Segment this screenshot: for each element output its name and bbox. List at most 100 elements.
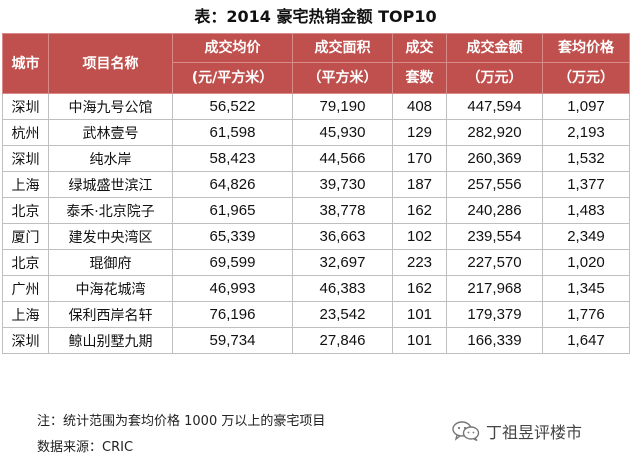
cell-project: 武林壹号 (48, 119, 173, 146)
cell-area: 36,663 (292, 223, 393, 250)
cell-project: 泰禾·北京院子 (48, 197, 173, 224)
cell-amount: 166,339 (446, 327, 543, 354)
cell-project: 中海九号公馆 (48, 93, 173, 120)
cell-city: 上海 (2, 171, 49, 198)
cell-unit-price: 1,483 (542, 197, 630, 224)
cell-city: 深圳 (2, 93, 49, 120)
table-body: 深圳 中海九号公馆 56,522 79,190 408 447,594 1,097 杭州 武林壹… (2, 93, 630, 354)
header-area-unit: （平方米） (292, 62, 393, 94)
header-amount-unit: （万元） (446, 62, 543, 94)
cell-amount: 240,286 (446, 197, 543, 224)
cell-avg-price: 65,339 (172, 223, 293, 250)
cell-avg-price: 46,993 (172, 275, 293, 302)
cell-unit-price: 2,193 (542, 119, 630, 146)
cell-amount: 239,554 (446, 223, 543, 250)
cell-project: 琨御府 (48, 249, 173, 276)
cell-units: 101 (392, 301, 447, 328)
cell-amount: 282,920 (446, 119, 543, 146)
header-units-line2: 套数 (392, 62, 447, 94)
cell-avg-price: 76,196 (172, 301, 293, 328)
cell-amount: 447,594 (446, 93, 543, 120)
table-row: 深圳 纯水岸 58,423 44,566 170 260,369 1,532 (2, 145, 630, 172)
table-row: 杭州 武林壹号 61,598 45,930 129 282,920 2,193 (2, 119, 630, 146)
header-unit-price-unit: （万元） (542, 62, 630, 94)
cell-units: 101 (392, 327, 447, 354)
wechat-icon (452, 421, 480, 442)
cell-project: 鲸山别墅九期 (48, 327, 173, 354)
cell-amount: 217,968 (446, 275, 543, 302)
cell-area: 79,190 (292, 93, 393, 120)
header-avg-price: 成交均价 (172, 33, 293, 63)
cell-area: 45,930 (292, 119, 393, 146)
table-row: 上海 绿城盛世滨江 64,826 39,730 187 257,556 1,377 (2, 171, 630, 198)
cell-avg-price: 64,826 (172, 171, 293, 198)
header-units: 成交 (392, 33, 447, 63)
cell-city: 北京 (2, 249, 49, 276)
table-row: 上海 保利西岸名轩 76,196 23,542 101 179,379 1,776 (2, 301, 630, 328)
cell-amount: 257,556 (446, 171, 543, 198)
cell-units: 170 (392, 145, 447, 172)
cell-avg-price: 69,599 (172, 249, 293, 276)
page-title: 表：2014 豪宅热销金额 TOP10 (194, 7, 437, 26)
cell-project: 中海花城湾 (48, 275, 173, 302)
cell-city: 深圳 (2, 145, 49, 172)
cell-area: 27,846 (292, 327, 393, 354)
cell-amount: 227,570 (446, 249, 543, 276)
cell-area: 39,730 (292, 171, 393, 198)
cell-project: 保利西岸名轩 (48, 301, 173, 328)
cell-city: 杭州 (2, 119, 49, 146)
cell-unit-price: 1,020 (542, 249, 630, 276)
cell-project: 建发中央湾区 (48, 223, 173, 250)
footnote: 注：统计范围为套均价格 1000 万以上的豪宅项目 (37, 414, 326, 429)
watermark-text: 丁祖昱评楼市 (486, 423, 583, 442)
cell-area: 46,383 (292, 275, 393, 302)
cell-avg-price: 56,522 (172, 93, 293, 120)
cell-units: 102 (392, 223, 447, 250)
cell-units: 408 (392, 93, 447, 120)
header-unit-price: 套均价格 (542, 33, 630, 63)
cell-units: 223 (392, 249, 447, 276)
cell-city: 深圳 (2, 327, 49, 354)
cell-avg-price: 61,598 (172, 119, 293, 146)
data-source: 数据来源：CRIC (37, 440, 134, 455)
table-row: 深圳 鲸山别墅九期 59,734 27,846 101 166,339 1,647 (2, 327, 630, 354)
cell-project: 纯水岸 (48, 145, 173, 172)
cell-area: 32,697 (292, 249, 393, 276)
cell-unit-price: 1,776 (542, 301, 630, 328)
header-city: 城市 (2, 33, 49, 94)
cell-unit-price: 1,647 (542, 327, 630, 354)
header-amount: 成交金额 (446, 33, 543, 63)
cell-avg-price: 59,734 (172, 327, 293, 354)
header-area: 成交面积 (292, 33, 393, 63)
cell-area: 44,566 (292, 145, 393, 172)
cell-city: 厦门 (2, 223, 49, 250)
cell-unit-price: 1,345 (542, 275, 630, 302)
table-row: 深圳 中海九号公馆 56,522 79,190 408 447,594 1,097 (2, 93, 630, 120)
cell-area: 38,778 (292, 197, 393, 224)
top10-table: 城市 项目名称 成交均价 成交面积 成交 成交金额 套均价格 (元/平方米） （… (2, 33, 630, 354)
cell-avg-price: 61,965 (172, 197, 293, 224)
cell-unit-price: 1,097 (542, 93, 630, 120)
cell-project: 绿城盛世滨江 (48, 171, 173, 198)
header-avg-price-unit: (元/平方米） (172, 62, 293, 94)
cell-avg-price: 58,423 (172, 145, 293, 172)
table-row: 厦门 建发中央湾区 65,339 36,663 102 239,554 2,349 (2, 223, 630, 250)
table-row: 北京 琨御府 69,599 32,697 223 227,570 1,020 (2, 249, 630, 276)
cell-units: 129 (392, 119, 447, 146)
table-row: 北京 泰禾·北京院子 61,965 38,778 162 240,286 1,483 (2, 197, 630, 224)
cell-city: 上海 (2, 301, 49, 328)
cell-units: 187 (392, 171, 447, 198)
cell-amount: 260,369 (446, 145, 543, 172)
cell-city: 北京 (2, 197, 49, 224)
cell-unit-price: 1,377 (542, 171, 630, 198)
cell-units: 162 (392, 197, 447, 224)
cell-unit-price: 2,349 (542, 223, 630, 250)
table-row: 广州 中海花城湾 46,993 46,383 162 217,968 1,345 (2, 275, 630, 302)
cell-units: 162 (392, 275, 447, 302)
cell-city: 广州 (2, 275, 49, 302)
cell-amount: 179,379 (446, 301, 543, 328)
cell-unit-price: 1,532 (542, 145, 630, 172)
watermark: 丁祖昱评楼市 (452, 420, 582, 442)
header-row: 城市 项目名称 成交均价 成交面积 成交 成交金额 套均价格 (2, 33, 630, 94)
header-project: 项目名称 (48, 33, 173, 94)
